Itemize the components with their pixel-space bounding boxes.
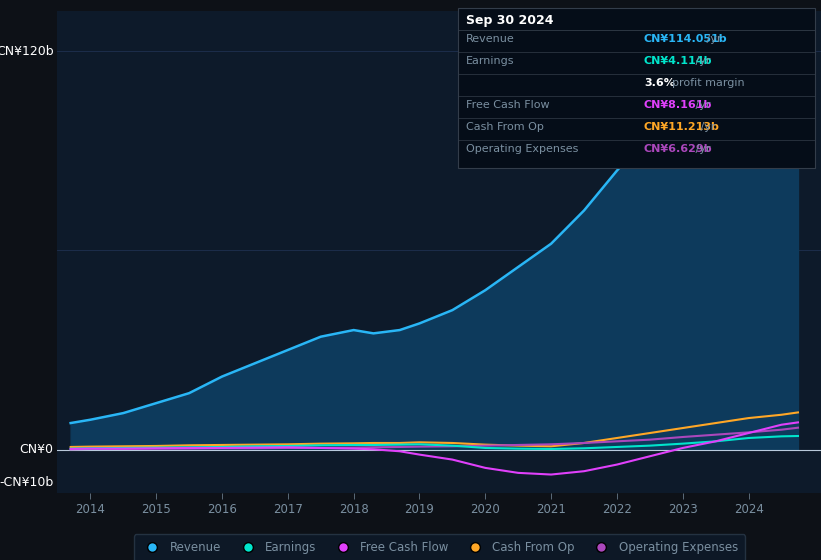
Text: Free Cash Flow: Free Cash Flow bbox=[466, 100, 550, 110]
Text: CN¥6.629b: CN¥6.629b bbox=[644, 143, 713, 153]
Text: CN¥0: CN¥0 bbox=[20, 443, 53, 456]
Text: 3.6%: 3.6% bbox=[644, 78, 675, 88]
Text: CN¥4.114b: CN¥4.114b bbox=[644, 56, 713, 66]
Text: CN¥120b: CN¥120b bbox=[0, 45, 53, 58]
Text: CN¥114.051b: CN¥114.051b bbox=[644, 34, 727, 44]
Text: /yr: /yr bbox=[697, 122, 716, 132]
Text: CN¥11.213b: CN¥11.213b bbox=[644, 122, 720, 132]
Legend: Revenue, Earnings, Free Cash Flow, Cash From Op, Operating Expenses: Revenue, Earnings, Free Cash Flow, Cash … bbox=[134, 534, 745, 560]
Text: Sep 30 2024: Sep 30 2024 bbox=[466, 14, 554, 27]
Text: /yr: /yr bbox=[692, 143, 710, 153]
Text: Cash From Op: Cash From Op bbox=[466, 122, 544, 132]
Text: /yr: /yr bbox=[703, 34, 721, 44]
Text: profit margin: profit margin bbox=[665, 78, 745, 88]
Text: -CN¥10b: -CN¥10b bbox=[0, 477, 53, 489]
Text: Earnings: Earnings bbox=[466, 56, 515, 66]
Text: Revenue: Revenue bbox=[466, 34, 515, 44]
Text: Operating Expenses: Operating Expenses bbox=[466, 143, 579, 153]
Text: CN¥8.161b: CN¥8.161b bbox=[644, 100, 712, 110]
Text: /yr: /yr bbox=[692, 100, 710, 110]
Text: /yr: /yr bbox=[692, 56, 710, 66]
